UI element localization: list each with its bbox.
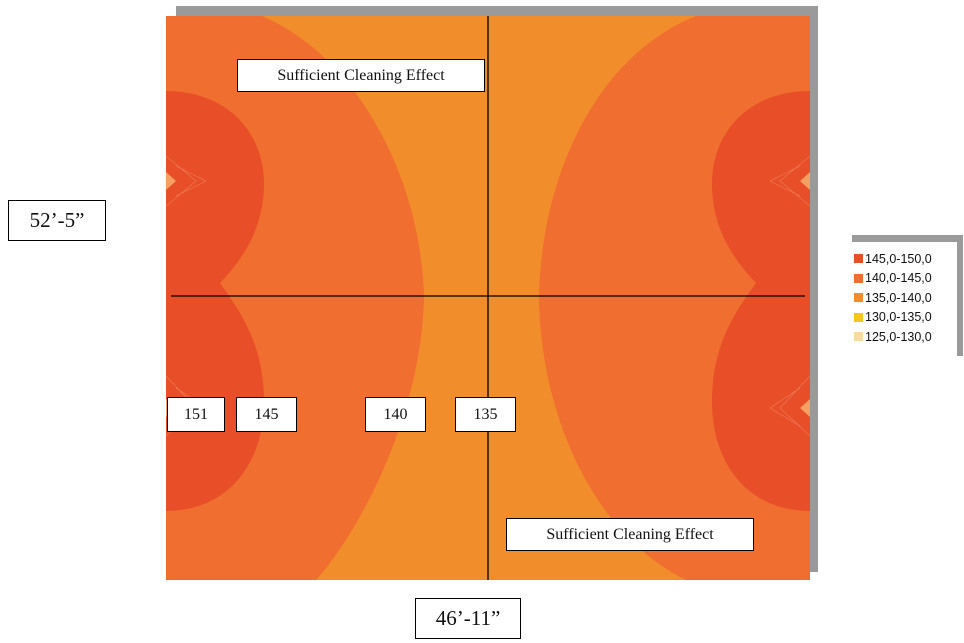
source-marker [166,172,176,190]
band-145-150-right-area [712,91,810,511]
value-label-140: 140 [365,397,426,432]
legend-swatch [854,273,863,283]
legend-item: 145,0-150,0 [854,249,957,269]
contour-plot [166,16,810,580]
legend-item: 140,0-145,0 [854,269,957,289]
legend-swatch [854,254,863,264]
legend-swatch [854,332,863,342]
legend-label: 140,0-145,0 [865,271,932,286]
value-label-151: 151 [167,397,225,432]
legend-swatch [854,312,863,322]
legend-swatch [854,293,863,303]
legend-label: 145,0-150,0 [865,251,932,266]
legend-item: 135,0-140,0 [854,288,957,308]
value-label-135: 135 [455,397,516,432]
source-marker [800,172,810,190]
top-effect-label: Sufficient Cleaning Effect [237,59,485,92]
legend-label: 125,0-130,0 [865,329,932,344]
legend-item: 125,0-130,0 [854,327,957,347]
bottom-effect-label: Sufficient Cleaning Effect [506,518,754,551]
source-marker [800,399,810,417]
legend-label: 135,0-140,0 [865,290,932,305]
legend-item: 130,0-135,0 [854,308,957,328]
legend-label: 130,0-135,0 [865,310,932,325]
legend: 145,0-150,0 140,0-145,0 135,0-140,0 130,… [846,242,957,369]
width-dimension-label: 46’-11” [415,598,521,639]
height-dimension-label: 52’-5” [8,200,106,241]
value-label-145: 145 [236,397,297,432]
